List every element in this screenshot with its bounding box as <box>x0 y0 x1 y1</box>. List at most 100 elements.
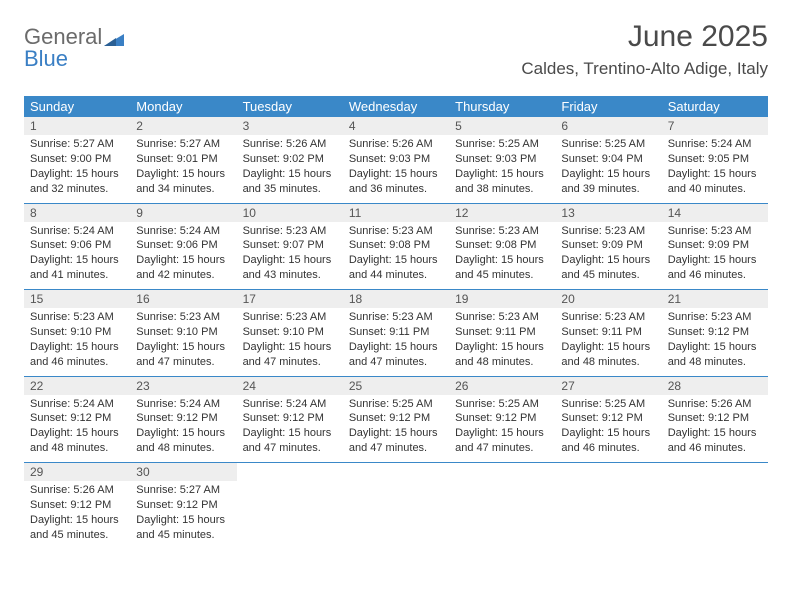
sunset-line: Sunset: 9:12 PM <box>30 411 124 426</box>
day-info-cell <box>555 481 661 549</box>
day-number-row: 1234567 <box>24 117 768 135</box>
day-number-row: 891011121314 <box>24 203 768 222</box>
sunrise-line: Sunrise: 5:25 AM <box>455 397 549 412</box>
day-number-cell: 4 <box>343 117 449 135</box>
day-info-cell: Sunrise: 5:25 AMSunset: 9:12 PMDaylight:… <box>555 395 661 463</box>
sunrise-line: Sunrise: 5:23 AM <box>561 224 655 239</box>
logo: General Blue <box>24 26 124 70</box>
sunrise-line: Sunrise: 5:24 AM <box>668 137 762 152</box>
day-info-cell: Sunrise: 5:27 AMSunset: 9:00 PMDaylight:… <box>24 135 130 203</box>
day-info-cell: Sunrise: 5:23 AMSunset: 9:09 PMDaylight:… <box>662 222 768 290</box>
sunrise-line: Sunrise: 5:26 AM <box>349 137 443 152</box>
day-number-cell: 10 <box>237 203 343 222</box>
daylight-line: Daylight: 15 hours and 40 minutes. <box>668 167 762 197</box>
sunrise-line: Sunrise: 5:23 AM <box>243 310 337 325</box>
day-number-cell: 25 <box>343 376 449 395</box>
day-info-row: Sunrise: 5:24 AMSunset: 9:12 PMDaylight:… <box>24 395 768 463</box>
sunrise-line: Sunrise: 5:24 AM <box>30 397 124 412</box>
day-info-cell <box>449 481 555 549</box>
day-info-row: Sunrise: 5:26 AMSunset: 9:12 PMDaylight:… <box>24 481 768 549</box>
day-header: Wednesday <box>343 96 449 117</box>
sunset-line: Sunset: 9:04 PM <box>561 152 655 167</box>
day-info-cell <box>662 481 768 549</box>
sunrise-line: Sunrise: 5:23 AM <box>668 224 762 239</box>
daylight-line: Daylight: 15 hours and 42 minutes. <box>136 253 230 283</box>
daylight-line: Daylight: 15 hours and 45 minutes. <box>561 253 655 283</box>
daylight-line: Daylight: 15 hours and 48 minutes. <box>561 340 655 370</box>
day-info-cell: Sunrise: 5:26 AMSunset: 9:02 PMDaylight:… <box>237 135 343 203</box>
day-info-cell: Sunrise: 5:23 AMSunset: 9:11 PMDaylight:… <box>343 308 449 376</box>
sunset-line: Sunset: 9:10 PM <box>136 325 230 340</box>
day-header: Friday <box>555 96 661 117</box>
daylight-line: Daylight: 15 hours and 47 minutes. <box>136 340 230 370</box>
day-info-cell <box>343 481 449 549</box>
sunset-line: Sunset: 9:12 PM <box>455 411 549 426</box>
sunset-line: Sunset: 9:12 PM <box>668 411 762 426</box>
daylight-line: Daylight: 15 hours and 45 minutes. <box>136 513 230 543</box>
sunrise-line: Sunrise: 5:24 AM <box>243 397 337 412</box>
sunset-line: Sunset: 9:09 PM <box>561 238 655 253</box>
sunrise-line: Sunrise: 5:23 AM <box>349 310 443 325</box>
daylight-line: Daylight: 15 hours and 46 minutes. <box>561 426 655 456</box>
logo-word-2: Blue <box>24 46 68 71</box>
sunset-line: Sunset: 9:12 PM <box>136 411 230 426</box>
daylight-line: Daylight: 15 hours and 41 minutes. <box>30 253 124 283</box>
day-header: Thursday <box>449 96 555 117</box>
day-number-cell: 30 <box>130 463 236 482</box>
sunset-line: Sunset: 9:03 PM <box>455 152 549 167</box>
sunset-line: Sunset: 9:01 PM <box>136 152 230 167</box>
daylight-line: Daylight: 15 hours and 34 minutes. <box>136 167 230 197</box>
day-header: Monday <box>130 96 236 117</box>
daylight-line: Daylight: 15 hours and 45 minutes. <box>455 253 549 283</box>
day-info-row: Sunrise: 5:27 AMSunset: 9:00 PMDaylight:… <box>24 135 768 203</box>
day-number-cell: 5 <box>449 117 555 135</box>
sunset-line: Sunset: 9:07 PM <box>243 238 337 253</box>
day-info-cell: Sunrise: 5:25 AMSunset: 9:12 PMDaylight:… <box>449 395 555 463</box>
sunset-line: Sunset: 9:12 PM <box>30 498 124 513</box>
day-number-cell: 15 <box>24 290 130 309</box>
sunrise-line: Sunrise: 5:23 AM <box>561 310 655 325</box>
sunset-line: Sunset: 9:05 PM <box>668 152 762 167</box>
day-number-cell: 2 <box>130 117 236 135</box>
day-number-cell <box>449 463 555 482</box>
day-number-cell: 17 <box>237 290 343 309</box>
sunset-line: Sunset: 9:12 PM <box>349 411 443 426</box>
sunrise-line: Sunrise: 5:23 AM <box>243 224 337 239</box>
day-info-cell: Sunrise: 5:25 AMSunset: 9:03 PMDaylight:… <box>449 135 555 203</box>
day-number-cell: 26 <box>449 376 555 395</box>
sunrise-line: Sunrise: 5:25 AM <box>561 397 655 412</box>
sunrise-line: Sunrise: 5:27 AM <box>30 137 124 152</box>
sunset-line: Sunset: 9:08 PM <box>349 238 443 253</box>
sunrise-line: Sunrise: 5:26 AM <box>243 137 337 152</box>
sunset-line: Sunset: 9:12 PM <box>561 411 655 426</box>
daylight-line: Daylight: 15 hours and 35 minutes. <box>243 167 337 197</box>
day-number-cell: 28 <box>662 376 768 395</box>
day-info-cell: Sunrise: 5:23 AMSunset: 9:11 PMDaylight:… <box>449 308 555 376</box>
sunset-line: Sunset: 9:08 PM <box>455 238 549 253</box>
day-header: Sunday <box>24 96 130 117</box>
day-info-cell: Sunrise: 5:25 AMSunset: 9:04 PMDaylight:… <box>555 135 661 203</box>
sunset-line: Sunset: 9:02 PM <box>243 152 337 167</box>
daylight-line: Daylight: 15 hours and 39 minutes. <box>561 167 655 197</box>
day-number-cell: 22 <box>24 376 130 395</box>
day-info-cell: Sunrise: 5:23 AMSunset: 9:10 PMDaylight:… <box>130 308 236 376</box>
page-header: General Blue June 2025 Caldes, Trentino-… <box>0 0 792 96</box>
day-header: Saturday <box>662 96 768 117</box>
sunrise-line: Sunrise: 5:23 AM <box>30 310 124 325</box>
day-number-cell: 3 <box>237 117 343 135</box>
day-number-cell <box>662 463 768 482</box>
sunset-line: Sunset: 9:03 PM <box>349 152 443 167</box>
daylight-line: Daylight: 15 hours and 38 minutes. <box>455 167 549 197</box>
sunrise-line: Sunrise: 5:23 AM <box>349 224 443 239</box>
day-number-row: 2930 <box>24 463 768 482</box>
day-number-cell <box>237 463 343 482</box>
daylight-line: Daylight: 15 hours and 45 minutes. <box>30 513 124 543</box>
day-info-cell: Sunrise: 5:23 AMSunset: 9:08 PMDaylight:… <box>449 222 555 290</box>
daylight-line: Daylight: 15 hours and 48 minutes. <box>30 426 124 456</box>
sunrise-line: Sunrise: 5:26 AM <box>30 483 124 498</box>
day-number-cell: 16 <box>130 290 236 309</box>
daylight-line: Daylight: 15 hours and 47 minutes. <box>349 340 443 370</box>
sunrise-line: Sunrise: 5:27 AM <box>136 483 230 498</box>
day-number-cell <box>343 463 449 482</box>
calendar-table: SundayMondayTuesdayWednesdayThursdayFrid… <box>24 96 768 549</box>
